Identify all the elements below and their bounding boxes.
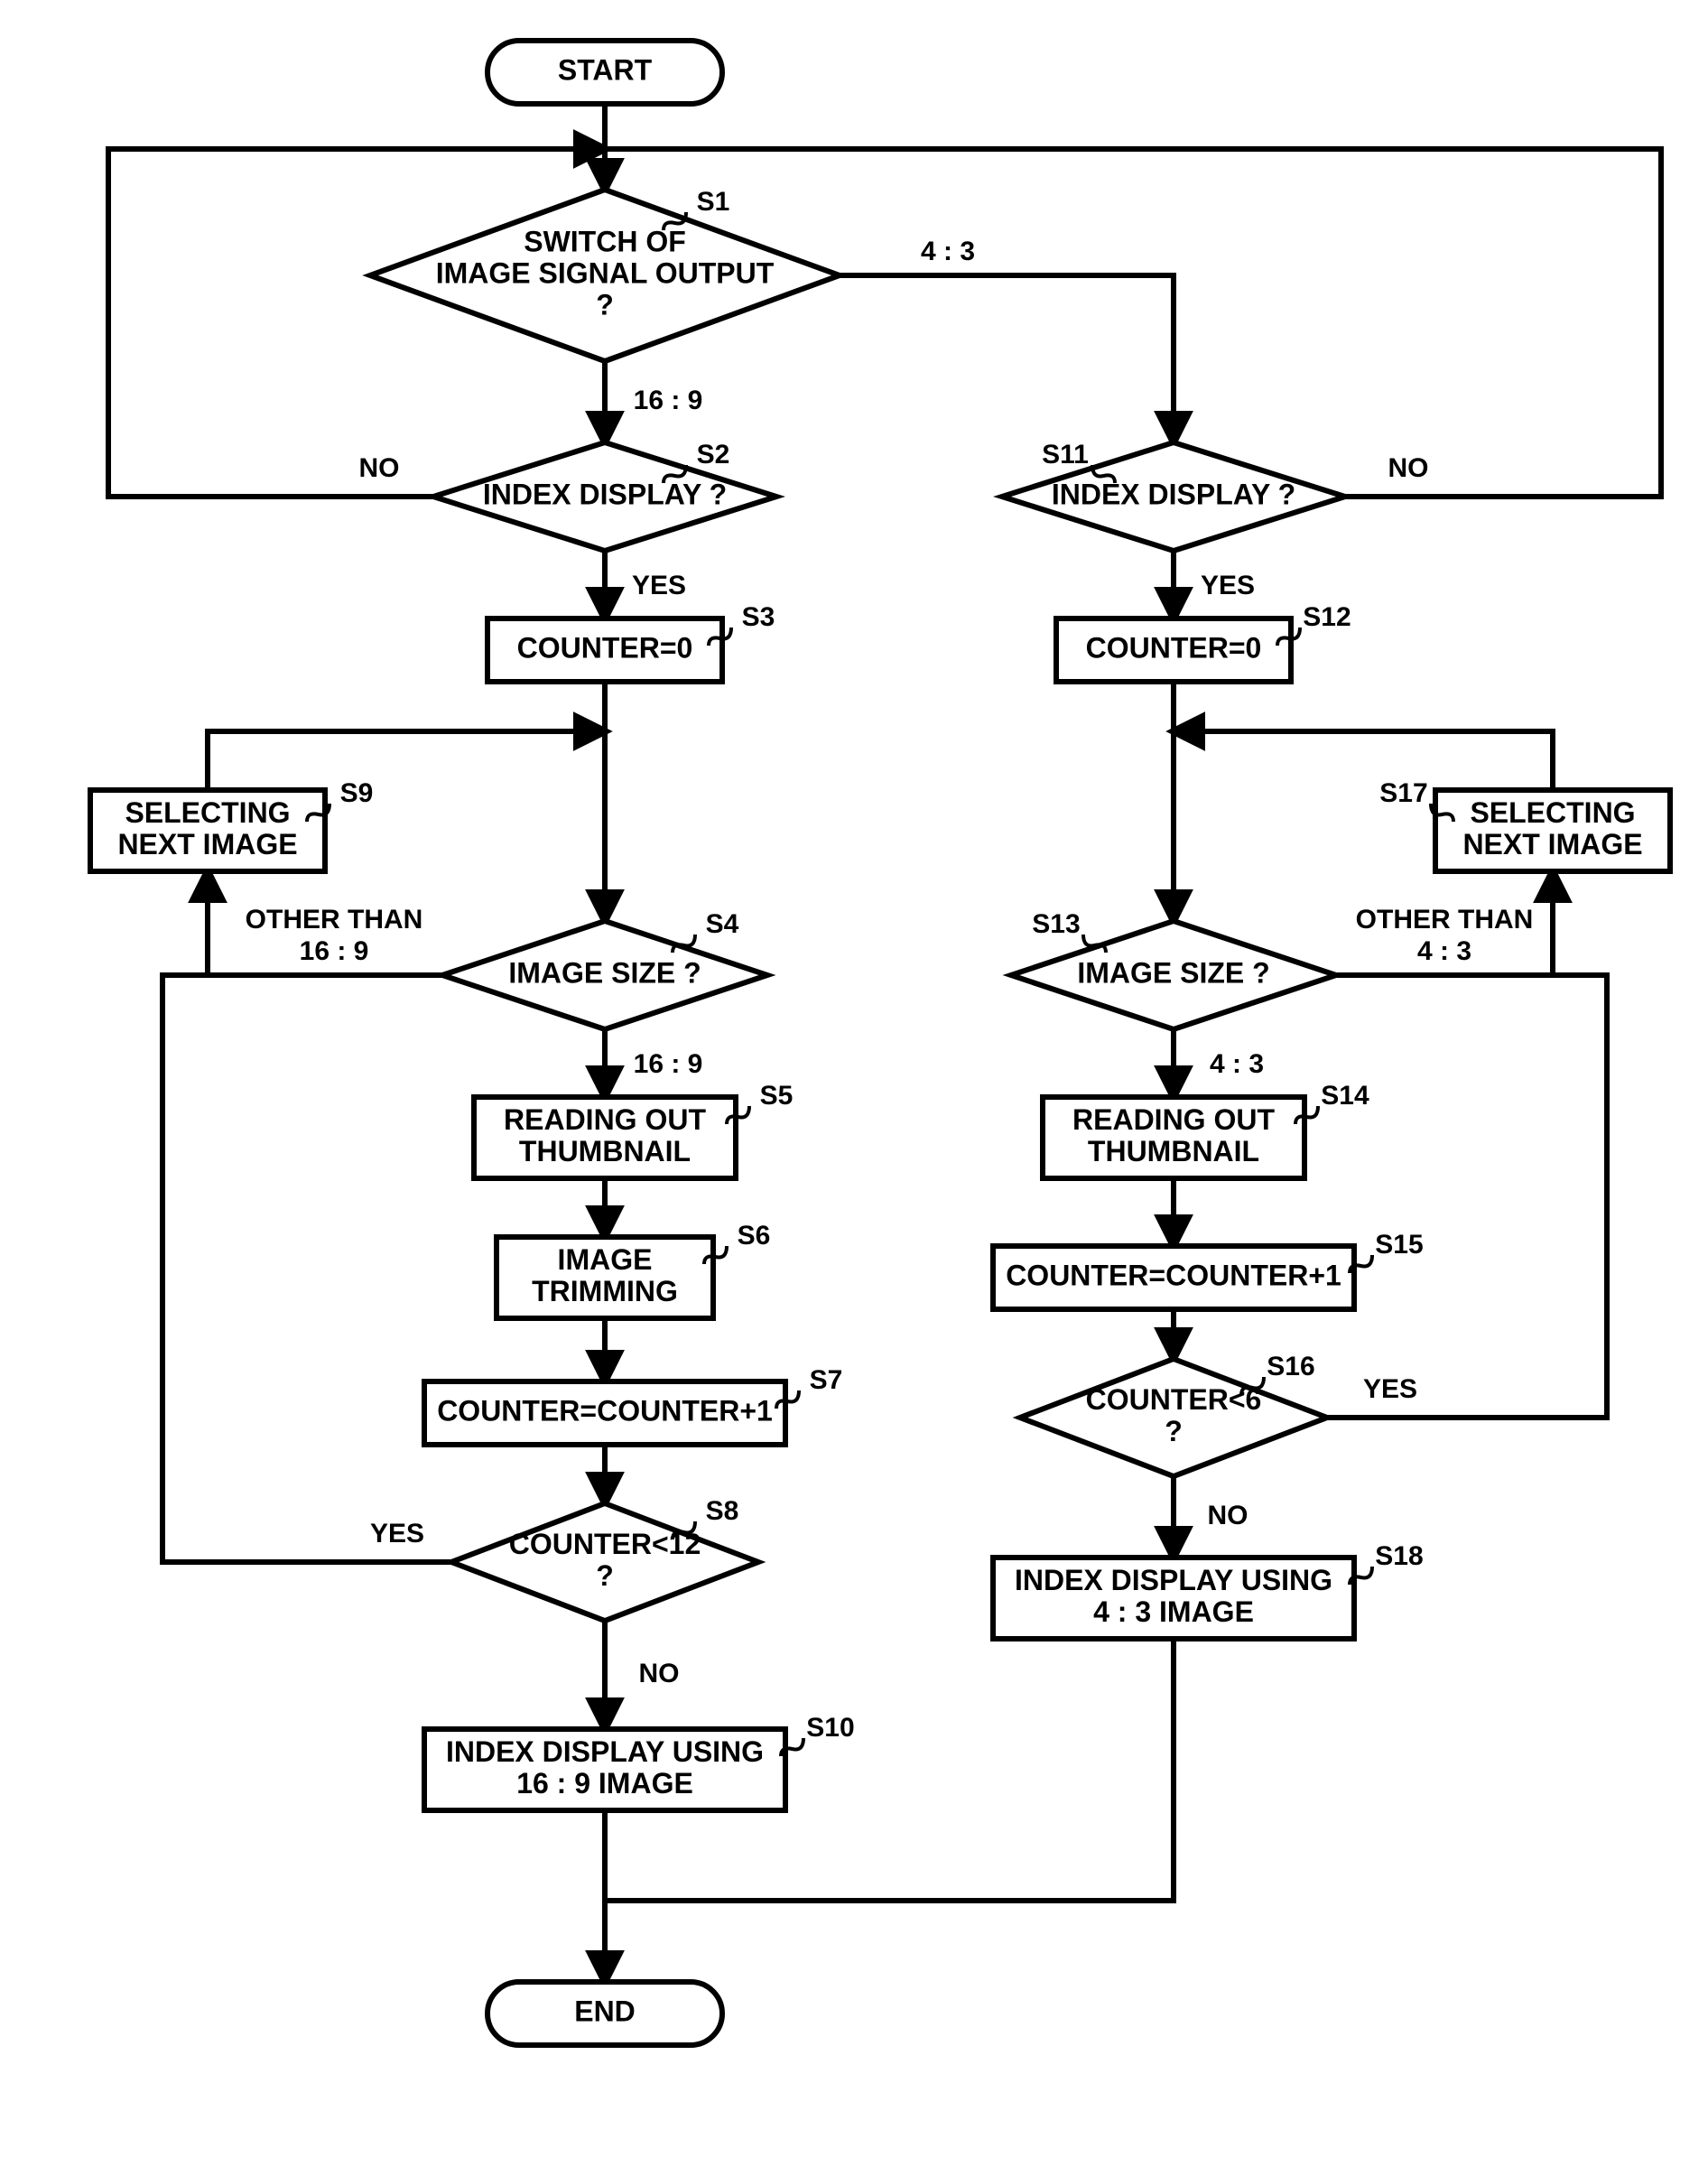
node-end: END	[487, 1982, 722, 2045]
edge-label-12: YES	[1201, 571, 1255, 600]
svg-text:INDEX DISPLAY USING: INDEX DISPLAY USING	[446, 1735, 764, 1768]
svg-text:S13: S13	[1032, 909, 1080, 939]
svg-text:S2: S2	[697, 440, 730, 470]
svg-text:?: ?	[596, 1559, 614, 1592]
svg-text:S16: S16	[1267, 1352, 1314, 1381]
node-start: START	[487, 41, 722, 104]
svg-text:S8: S8	[706, 1496, 739, 1526]
svg-text:TRIMMING: TRIMMING	[532, 1275, 678, 1307]
edge-label-3: YES	[632, 571, 686, 600]
edge-label-24: 16 : 9	[300, 936, 369, 966]
node-s5: READING OUTTHUMBNAIL S5	[474, 1081, 793, 1178]
node-s8: COUNTER<12? S8	[451, 1496, 758, 1621]
svg-text:INDEX DISPLAY ?: INDEX DISPLAY ?	[483, 478, 727, 510]
svg-text:S7: S7	[810, 1365, 843, 1395]
svg-text:COUNTER=COUNTER+1: COUNTER=COUNTER+1	[1006, 1259, 1341, 1291]
edge-label-5: 16 : 9	[634, 1049, 703, 1079]
edge-29	[1174, 731, 1553, 790]
svg-text:S18: S18	[1375, 1541, 1423, 1571]
node-s18: INDEX DISPLAY USING4 : 3 IMAGE S18	[993, 1541, 1424, 1639]
svg-text:SELECTING: SELECTING	[125, 796, 290, 829]
svg-text:S17: S17	[1379, 778, 1427, 808]
svg-text:S1: S1	[697, 187, 730, 217]
flowchart-canvas: 16 : 9 YES 16 : 9 NO 4 : 3 YES 4 : 3 NO NO NO OTHE…	[0, 0, 1708, 2167]
svg-text:IMAGE SIGNAL OUTPUT: IMAGE SIGNAL OUTPUT	[436, 256, 775, 289]
edge-label-21: NO	[1388, 453, 1429, 483]
svg-text:?: ?	[1165, 1415, 1183, 1447]
svg-text:COUNTER<12: COUNTER<12	[509, 1528, 701, 1560]
svg-text:16 : 9 IMAGE: 16 : 9 IMAGE	[516, 1767, 693, 1800]
edge-label-17: NO	[1208, 1501, 1249, 1530]
edge-30	[162, 975, 451, 1562]
svg-text:S6: S6	[738, 1221, 771, 1251]
edge-label-9: NO	[639, 1659, 680, 1688]
svg-text:IMAGE SIZE ?: IMAGE SIZE ?	[508, 956, 701, 989]
node-s9: SELECTINGNEXT IMAGE S9	[90, 778, 373, 871]
node-s16: COUNTER<6? S16	[1020, 1352, 1327, 1476]
svg-text:THUMBNAIL: THUMBNAIL	[519, 1135, 691, 1167]
svg-text:S4: S4	[706, 909, 739, 939]
svg-text:4 : 3 IMAGE: 4 : 3 IMAGE	[1093, 1595, 1254, 1628]
edge-label-14: 4 : 3	[1210, 1049, 1264, 1079]
edge-21	[605, 149, 1661, 497]
svg-text:SWITCH OF: SWITCH OF	[524, 225, 686, 257]
edge-label-11: 4 : 3	[921, 237, 975, 266]
svg-text:THUMBNAIL: THUMBNAIL	[1088, 1135, 1259, 1167]
svg-text:SELECTING: SELECTING	[1470, 796, 1635, 829]
svg-text:START: START	[558, 53, 653, 86]
svg-text:COUNTER=0: COUNTER=0	[1086, 631, 1262, 664]
svg-text:S9: S9	[340, 778, 374, 808]
svg-text:END: END	[574, 1995, 636, 2027]
svg-text:COUNTER=COUNTER+1: COUNTER=COUNTER+1	[437, 1394, 773, 1427]
svg-text:READING OUT: READING OUT	[504, 1103, 706, 1136]
svg-text:IMAGE SIZE ?: IMAGE SIZE ?	[1077, 956, 1269, 989]
node-s14: READING OUTTHUMBNAIL S14	[1043, 1081, 1369, 1178]
svg-text:READING OUT: READING OUT	[1072, 1103, 1275, 1136]
node-s13: IMAGE SIZE ? S13	[1011, 909, 1336, 1029]
svg-text:NEXT IMAGE: NEXT IMAGE	[1462, 828, 1642, 860]
edge-11	[840, 275, 1174, 442]
edge-label-27: OTHER THAN	[1356, 905, 1534, 935]
svg-text:S14: S14	[1321, 1081, 1369, 1111]
svg-text:NEXT IMAGE: NEXT IMAGE	[117, 828, 297, 860]
edge-label-2: 16 : 9	[634, 386, 703, 415]
node-s4: IMAGE SIZE ?S4	[442, 909, 767, 1029]
node-s1: SWITCH OFIMAGE SIGNAL OUTPUT? S1	[370, 187, 840, 361]
node-s11: INDEX DISPLAY ? S11	[1002, 440, 1345, 551]
svg-text:S15: S15	[1375, 1230, 1423, 1260]
svg-text:S10: S10	[806, 1713, 854, 1743]
svg-text:INDEX DISPLAY USING: INDEX DISPLAY USING	[1015, 1564, 1332, 1596]
svg-text:COUNTER=0: COUNTER=0	[517, 631, 693, 664]
svg-text:INDEX DISPLAY ?: INDEX DISPLAY ?	[1052, 478, 1295, 510]
node-s7: COUNTER=COUNTER+1 S7	[424, 1365, 842, 1445]
node-s17: SELECTINGNEXT IMAGE S17	[1379, 778, 1670, 871]
edge-25	[208, 731, 605, 790]
edge-label-23: OTHER THAN	[246, 905, 423, 935]
node-s2: INDEX DISPLAY ? S2	[433, 440, 776, 551]
node-s15: COUNTER=COUNTER+1 S15	[993, 1230, 1424, 1309]
svg-text:S11: S11	[1042, 440, 1089, 470]
svg-text:?: ?	[596, 289, 614, 321]
node-s6: IMAGETRIMMING S6	[497, 1221, 770, 1318]
node-s12: COUNTER=0 S12	[1056, 602, 1351, 682]
edge-label-20: NO	[359, 453, 400, 483]
svg-text:S5: S5	[760, 1081, 794, 1111]
node-s10: INDEX DISPLAY USING16 : 9 IMAGE S10	[424, 1713, 855, 1810]
node-s3: COUNTER=0 S3	[487, 602, 775, 682]
svg-text:S12: S12	[1303, 602, 1351, 632]
svg-text:S3: S3	[742, 602, 775, 632]
edge-31	[1327, 975, 1607, 1418]
edge-label-31: YES	[1363, 1374, 1417, 1404]
edge-label-30: YES	[370, 1519, 424, 1549]
svg-text:COUNTER<6: COUNTER<6	[1086, 1383, 1262, 1416]
edge-label-28: 4 : 3	[1417, 936, 1471, 966]
svg-text:IMAGE: IMAGE	[558, 1243, 653, 1276]
